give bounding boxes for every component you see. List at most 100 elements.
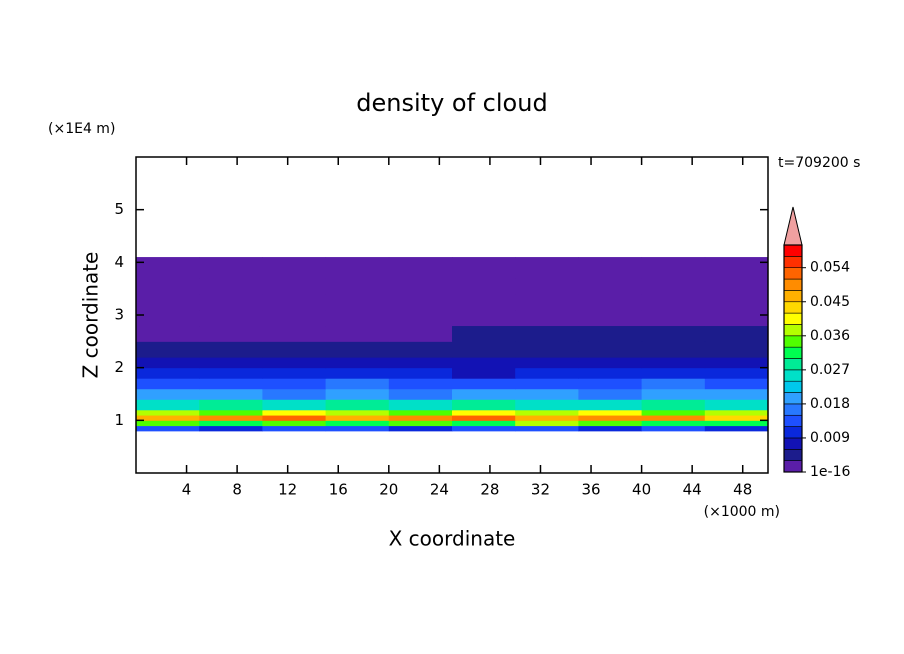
colorbar-tick-label: 1e-16 [810, 464, 850, 480]
colorbar-band [783, 369, 803, 382]
colorbar-extend [783, 206, 803, 246]
density-cell [388, 425, 453, 432]
colorbar-band [783, 448, 803, 461]
density-cell [578, 388, 643, 400]
density-cell [325, 367, 390, 379]
density-cell [199, 399, 263, 411]
density-cell [641, 378, 706, 390]
density-cell [136, 278, 200, 295]
density-cell [325, 378, 390, 390]
density-cell [452, 309, 516, 327]
density-cell [578, 309, 643, 327]
x-tick-label: 8 [232, 481, 242, 499]
y-tick-label: 1 [114, 411, 124, 429]
density-cell [704, 341, 769, 358]
density-cell [388, 293, 453, 311]
density-cell [262, 378, 327, 390]
y-tick-label: 5 [114, 200, 124, 218]
colorbar-tick-label: 0.009 [810, 430, 850, 446]
y-axis-title: Z coordinate [79, 252, 103, 379]
x-tick-label: 24 [430, 481, 449, 499]
density-cell [515, 325, 579, 342]
colorbar-band [783, 414, 803, 427]
y-tick-label: 4 [114, 253, 124, 271]
density-cell [325, 425, 390, 432]
density-cell [704, 388, 769, 400]
density-cell [136, 367, 200, 379]
x-tick-label: 4 [182, 481, 192, 499]
density-cell [136, 388, 200, 400]
colorbar-band [783, 335, 803, 348]
density-cell [136, 425, 200, 432]
colorbar-band [783, 358, 803, 371]
density-cell [199, 309, 263, 327]
x-tick-label: 44 [683, 481, 702, 499]
density-cell [641, 420, 706, 427]
x-tick-label: 40 [632, 481, 651, 499]
density-cell [641, 341, 706, 358]
colorbar-tick-label: 0.036 [810, 328, 850, 344]
x-tick-label: 48 [733, 481, 752, 499]
density-cell [641, 309, 706, 327]
density-cell [325, 415, 390, 421]
density-cell [515, 399, 579, 411]
density-cell [325, 388, 390, 400]
density-cell [262, 341, 327, 358]
density-cell [199, 378, 263, 390]
density-cell [325, 257, 390, 279]
density-cell [452, 278, 516, 295]
chart-title: density of cloud [356, 89, 547, 117]
density-cell [199, 420, 263, 427]
density-cell [578, 420, 643, 427]
density-cell [262, 309, 327, 327]
colorbar-band [783, 267, 803, 280]
density-cell [388, 420, 453, 427]
density-cell [262, 293, 327, 311]
density-cell [452, 293, 516, 311]
density-cell [515, 409, 579, 416]
density-cell [704, 278, 769, 295]
density-cell [515, 278, 579, 295]
density-cell [388, 399, 453, 411]
density-cell [452, 415, 516, 421]
x-axis-title: X coordinate [389, 527, 516, 551]
density-cell [641, 367, 706, 379]
density-cell [641, 399, 706, 411]
colorbar-band [783, 392, 803, 405]
density-cell [199, 409, 263, 416]
density-cell [136, 293, 200, 311]
density-cell [578, 325, 643, 342]
density-cell [641, 388, 706, 400]
colorbar-band [783, 460, 803, 473]
density-cell [136, 257, 200, 279]
density-cell [136, 409, 200, 416]
density-cell [388, 309, 453, 327]
density-cell [325, 399, 390, 411]
density-cell [578, 357, 643, 369]
colorbar-band [783, 346, 803, 359]
density-cell [515, 415, 579, 421]
density-cell [704, 357, 769, 369]
density-cell [452, 378, 516, 390]
density-cell [388, 367, 453, 379]
density-cell [704, 409, 769, 416]
density-cell [136, 309, 200, 327]
density-cell [515, 357, 579, 369]
density-cell [136, 420, 200, 427]
density-cell [199, 341, 263, 358]
density-cell [199, 388, 263, 400]
y-tick-label: 2 [114, 358, 124, 376]
colorbar-tick-label: 0.045 [810, 294, 850, 310]
time-annotation: t=709200 s [778, 155, 860, 171]
density-cell [704, 415, 769, 421]
density-cell [262, 357, 327, 369]
density-cell [388, 415, 453, 421]
density-cell [388, 325, 453, 342]
colorbar-band [783, 290, 803, 303]
density-cell [199, 293, 263, 311]
density-cell [199, 357, 263, 369]
colorbar-band [783, 426, 803, 439]
density-cell [704, 367, 769, 379]
density-cell [136, 415, 200, 421]
